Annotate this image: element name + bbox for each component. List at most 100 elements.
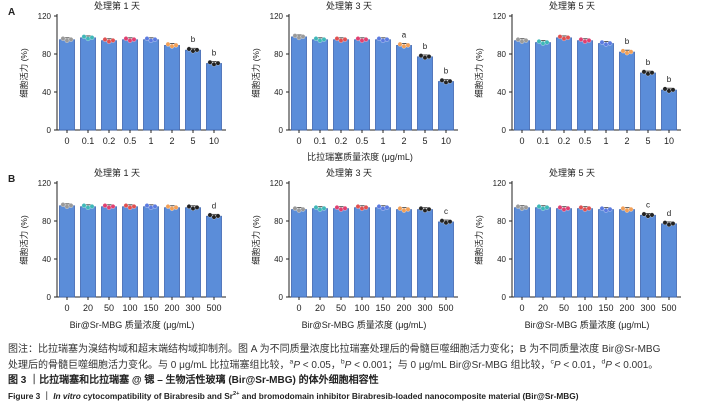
data-point [211, 214, 217, 220]
data-point [401, 43, 407, 49]
data-point [422, 208, 428, 213]
data-point [173, 42, 179, 48]
figure-caption: 图注：比拉瑞塞为溴结构域和超末端结构域抑制剂。图 A 为不同质量浓度比拉瑞塞处理… [8, 342, 714, 404]
x-tick-label: 300 [640, 303, 655, 313]
data-point [186, 204, 192, 209]
data-point [355, 204, 361, 209]
x-tick-label: 0.2 [103, 136, 116, 146]
y-axis-label: 细胞活力 (%) [474, 48, 484, 98]
data-point [561, 207, 567, 212]
x-tick-label: 0 [519, 303, 524, 313]
bar [185, 49, 201, 131]
bar [598, 43, 614, 131]
data-point [338, 207, 344, 212]
data-point [102, 203, 108, 208]
data-point [599, 39, 605, 45]
data-point [515, 204, 521, 209]
x-tick-label: 5 [422, 136, 427, 146]
y-tick-label: 80 [497, 217, 506, 226]
chart-title: 处理第 1 天 [94, 0, 140, 11]
data-point [85, 36, 91, 42]
significance-label: d [667, 209, 671, 218]
bar [619, 209, 635, 298]
bar [101, 40, 117, 131]
data-point [380, 206, 386, 211]
x-tick-label: 100 [577, 303, 592, 313]
x-tick-label: 500 [206, 303, 221, 313]
bar [375, 207, 391, 298]
data-point [190, 206, 196, 211]
data-point [148, 38, 154, 43]
data-point [186, 46, 192, 52]
y-axis-label: 细胞活力 (%) [251, 215, 261, 265]
chart-title: 处理第 3 天 [326, 167, 372, 178]
x-tick-label: 5 [190, 136, 195, 146]
y-axis-label: 细胞活力 (%) [19, 48, 29, 98]
data-point [131, 37, 137, 42]
data-point [334, 36, 340, 41]
data-point [582, 207, 588, 212]
x-tick-label: 20 [83, 303, 93, 313]
data-point [144, 203, 150, 208]
bar [640, 72, 656, 131]
bar [514, 40, 530, 131]
y-tick-label: 120 [38, 179, 52, 188]
data-point [645, 213, 651, 219]
data-point [599, 206, 605, 211]
data-point [317, 207, 323, 212]
data-point [447, 78, 453, 84]
data-point [321, 206, 327, 211]
y-tick-label: 80 [274, 217, 283, 226]
data-point [110, 38, 116, 43]
data-point [300, 34, 306, 39]
bar [375, 39, 391, 131]
data-point [169, 43, 175, 49]
x-tick-label: 300 [185, 303, 200, 313]
data-point [666, 222, 672, 227]
bar [396, 45, 412, 131]
data-point [645, 71, 651, 77]
data-point [443, 80, 449, 85]
data-point [296, 35, 302, 41]
data-point [620, 206, 626, 211]
x-tick-label: 0.1 [314, 136, 327, 146]
x-tick-label: 50 [336, 303, 346, 313]
y-tick-label: 40 [497, 88, 506, 97]
data-point [321, 37, 327, 42]
x-tick-label: 10 [209, 136, 219, 146]
bar [661, 89, 677, 131]
data-point [540, 206, 546, 211]
caption-segment: d [601, 358, 606, 366]
significance-label: b [646, 58, 651, 67]
data-point [359, 38, 365, 43]
data-point [536, 39, 542, 44]
data-point [443, 220, 449, 226]
significance-label: b [625, 37, 630, 46]
data-point [439, 78, 445, 83]
data-point [523, 38, 529, 43]
data-point [313, 36, 319, 41]
data-point [60, 36, 66, 41]
y-tick-label: 80 [497, 50, 506, 59]
data-point [380, 38, 386, 43]
data-point [641, 211, 647, 217]
data-point [68, 37, 74, 42]
panel-label-b: B [8, 174, 15, 185]
data-point [519, 39, 525, 44]
bar [514, 207, 530, 298]
x-tick-label: 50 [104, 303, 114, 313]
data-point [519, 206, 525, 211]
data-point [152, 37, 158, 42]
data-point [338, 38, 344, 43]
data-point [215, 60, 221, 66]
y-tick-label: 40 [274, 255, 283, 264]
y-tick-label: 80 [42, 217, 51, 226]
caption-segment: a [289, 358, 294, 366]
data-point [211, 61, 217, 67]
caption-segment: < 0.001；与 0 μg/mL Bir@Sr-MBG 组比较， [351, 359, 551, 371]
data-point [165, 41, 171, 47]
data-point [173, 205, 179, 210]
bar [164, 207, 180, 298]
data-point [397, 206, 403, 211]
bar [164, 45, 180, 131]
